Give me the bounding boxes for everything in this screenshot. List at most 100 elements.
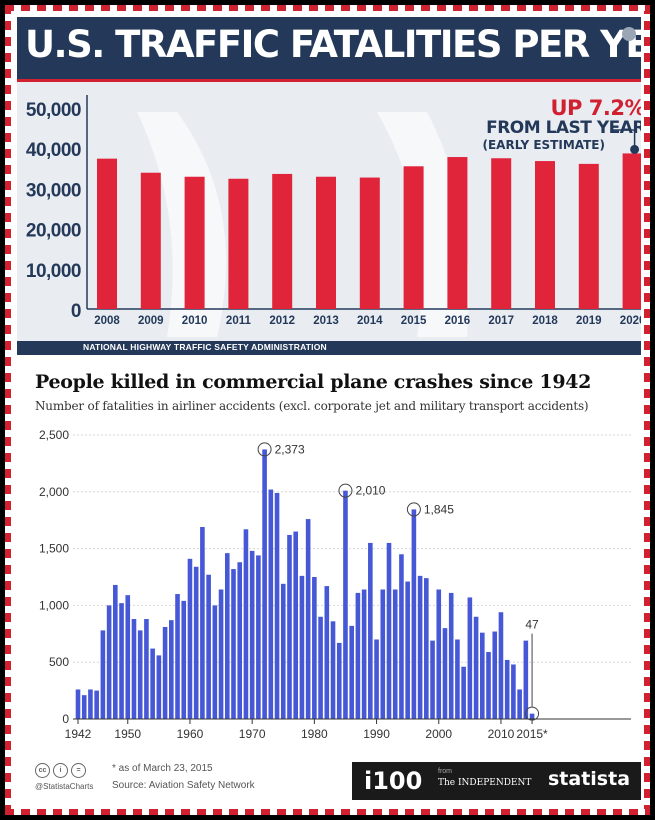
plane-x-tick-label: 2010	[488, 727, 515, 741]
plane-bar	[523, 640, 529, 719]
plane-bar	[181, 600, 187, 719]
traffic-bar	[622, 153, 641, 309]
callout-marker	[630, 144, 640, 154]
plane-chart-subtitle: Number of fatalities in airliner acciden…	[35, 399, 589, 413]
plane-bar	[392, 589, 398, 719]
plane-y-tick-label: 0	[62, 712, 69, 726]
callout-line2: FROM LAST YEAR	[486, 118, 641, 138]
plane-annotation-label: 2,373	[275, 442, 305, 456]
plane-annotation-label: 47	[525, 618, 539, 632]
plane-bar	[368, 542, 373, 719]
traffic-fatalities-panel: U.S. TRAFFIC FATALITIES PER YEAR 0 10,000…	[17, 17, 641, 355]
plane-bar	[405, 581, 410, 719]
plane-bar	[299, 575, 305, 719]
traffic-y-tick-label: 10,000	[26, 261, 81, 282]
traffic-x-tick-label: 2020	[620, 315, 641, 327]
traffic-x-tick-label: 2018	[532, 315, 558, 327]
plane-bar	[274, 492, 280, 719]
traffic-bar	[491, 158, 512, 309]
plane-bar	[193, 566, 199, 719]
plane-bar	[144, 619, 149, 719]
plane-bar	[517, 689, 522, 719]
plane-bar	[504, 659, 510, 719]
plane-bar	[411, 509, 417, 719]
plane-x-tick-label: 1942	[65, 727, 92, 741]
plane-bar	[399, 554, 404, 719]
traffic-title-bar: U.S. TRAFFIC FATALITIES PER YEAR	[17, 17, 641, 79]
plane-crash-panel: People killed in commercial plane crashe…	[17, 357, 641, 753]
plane-bar	[473, 616, 479, 719]
plane-bar	[206, 574, 211, 719]
plane-bar	[131, 619, 137, 719]
plane-bar	[262, 449, 267, 719]
highlight-ring	[257, 442, 272, 457]
highlight-ring	[525, 706, 540, 721]
traffic-bar	[184, 176, 205, 309]
plane-bar	[280, 583, 286, 719]
plane-bar	[125, 595, 131, 719]
plane-bar	[200, 527, 205, 719]
traffic-bar	[228, 178, 249, 309]
no-derivatives-icon: =	[71, 763, 86, 778]
plane-bar	[119, 603, 124, 719]
plane-x-tick-label: 1960	[177, 727, 204, 741]
traffic-y-tick-label: 40,000	[26, 140, 81, 161]
plane-bar	[293, 531, 298, 719]
plane-bar	[156, 655, 162, 719]
plane-chart-title: People killed in commercial plane crashe…	[35, 371, 592, 393]
plane-bar	[287, 534, 292, 719]
plane-bar	[324, 586, 330, 719]
top-border-stripe	[5, 5, 650, 11]
highlight-ring	[338, 483, 353, 498]
plane-x-tick-label: 1980	[301, 727, 328, 741]
plane-bar	[486, 651, 491, 719]
traffic-bar-chart: 0 10,000 20,000 30,000 40,000 50,000 2008 2009 2…	[17, 82, 641, 341]
plane-bar	[237, 562, 243, 719]
plane-annotation-label: 1,845	[424, 502, 454, 516]
traffic-x-tick-label: 2009	[138, 315, 164, 327]
plane-bar	[436, 589, 442, 719]
plane-bar	[430, 640, 435, 719]
traffic-x-tick-label: 2008	[94, 315, 120, 327]
plane-y-tick-label: 1,000	[39, 598, 69, 612]
traffic-source-text: NATIONAL HIGHWAY TRAFFIC SAFETY ADMINIST…	[83, 342, 327, 352]
traffic-bar	[578, 163, 599, 309]
plane-bar	[150, 648, 155, 719]
plane-y-tick-label: 1,500	[39, 542, 69, 556]
plane-bar	[256, 555, 261, 719]
plane-bar	[529, 713, 535, 719]
plane-bar	[100, 630, 106, 719]
highlight-ring	[406, 502, 421, 517]
traffic-bar	[140, 172, 161, 309]
source-note: Source: Aviation Safety Network	[112, 780, 255, 791]
corner-badge-icon	[622, 27, 636, 41]
independent-logo: The INDEPENDENT	[438, 778, 532, 788]
as-of-note: * as of March 23, 2015	[112, 763, 213, 774]
traffic-bar	[97, 158, 117, 309]
plane-bar	[231, 569, 236, 719]
plane-y-tick-label: 2,500	[39, 428, 69, 442]
traffic-x-tick-label: 2016	[445, 315, 471, 327]
traffic-x-tick-label: 2010	[182, 315, 208, 327]
plane-bar	[386, 542, 392, 719]
plane-bar	[480, 632, 485, 719]
plane-bar	[305, 519, 311, 719]
from-label: from	[438, 768, 452, 775]
traffic-chart-title: U.S. TRAFFIC FATALITIES PER YEAR	[25, 23, 641, 66]
bottom-border-stripe	[5, 809, 650, 815]
plane-bar	[169, 620, 174, 719]
traffic-bar	[403, 166, 424, 309]
traffic-x-tick-label: 2014	[357, 315, 383, 327]
plane-bar	[249, 550, 255, 719]
plane-bar	[187, 558, 193, 719]
traffic-y-tick-label: 30,000	[26, 180, 81, 201]
creative-commons-icon: cc	[35, 763, 50, 778]
callout-headline: UP 7.2%	[550, 96, 642, 120]
plane-bar	[312, 577, 317, 719]
plane-bar	[448, 592, 454, 719]
traffic-x-tick-label: 2019	[576, 315, 602, 327]
traffic-bar	[447, 157, 468, 309]
left-border-stripe	[5, 5, 11, 815]
increase-callout: UP 7.2% FROM LAST YEAR (EARLY ESTIMATE)	[482, 97, 641, 152]
traffic-bar	[535, 161, 555, 309]
